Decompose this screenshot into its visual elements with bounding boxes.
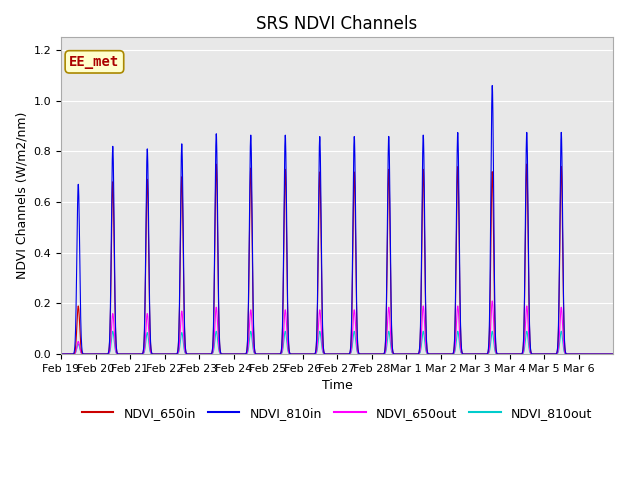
NDVI_650out <box>456 342 464 348</box>
Title: SRS NDVI Channels: SRS NDVI Channels <box>257 15 418 33</box>
NDVI_650in <box>57 351 65 357</box>
Line: NDVI_650in: NDVI_650in <box>61 164 613 354</box>
NDVI_810in <box>525 277 532 283</box>
NDVI_810in <box>408 351 415 357</box>
NDVI_810out <box>57 351 65 357</box>
Text: EE_met: EE_met <box>69 55 120 69</box>
Legend: NDVI_650in, NDVI_810in, NDVI_650out, NDVI_810out: NDVI_650in, NDVI_810in, NDVI_650out, NDV… <box>77 402 597 424</box>
NDVI_650in <box>525 288 532 293</box>
NDVI_650out <box>609 351 617 357</box>
NDVI_650in <box>609 351 617 357</box>
NDVI_810out <box>492 350 499 356</box>
NDVI_810in <box>603 351 611 357</box>
NDVI_810out <box>609 351 617 357</box>
NDVI_810in <box>57 351 65 357</box>
X-axis label: Time: Time <box>322 379 353 392</box>
NDVI_650in <box>603 351 611 357</box>
NDVI_810in <box>492 338 499 344</box>
NDVI_650out <box>57 351 65 357</box>
NDVI_650out <box>170 351 178 357</box>
NDVI_650out <box>525 335 532 341</box>
NDVI_650in <box>523 161 531 167</box>
NDVI_650out <box>408 351 415 357</box>
NDVI_650in <box>456 317 464 323</box>
NDVI_810out <box>603 351 611 357</box>
NDVI_810in <box>170 351 178 357</box>
Line: NDVI_650out: NDVI_650out <box>61 301 613 354</box>
NDVI_810in <box>609 351 617 357</box>
NDVI_810out <box>170 351 178 357</box>
NDVI_650in <box>492 340 499 346</box>
NDVI_810out <box>456 348 464 354</box>
Line: NDVI_810in: NDVI_810in <box>61 85 613 354</box>
NDVI_810in <box>456 311 464 316</box>
NDVI_650in <box>408 351 415 357</box>
NDVI_810out <box>408 351 415 357</box>
NDVI_650out <box>492 349 499 355</box>
NDVI_650out <box>488 298 496 304</box>
NDVI_810out <box>109 328 116 334</box>
NDVI_810out <box>525 344 532 349</box>
Y-axis label: NDVI Channels (W/m2/nm): NDVI Channels (W/m2/nm) <box>15 112 28 279</box>
NDVI_650in <box>170 351 178 357</box>
NDVI_810in <box>488 83 496 88</box>
Line: NDVI_810out: NDVI_810out <box>61 331 613 354</box>
NDVI_650out <box>603 351 611 357</box>
